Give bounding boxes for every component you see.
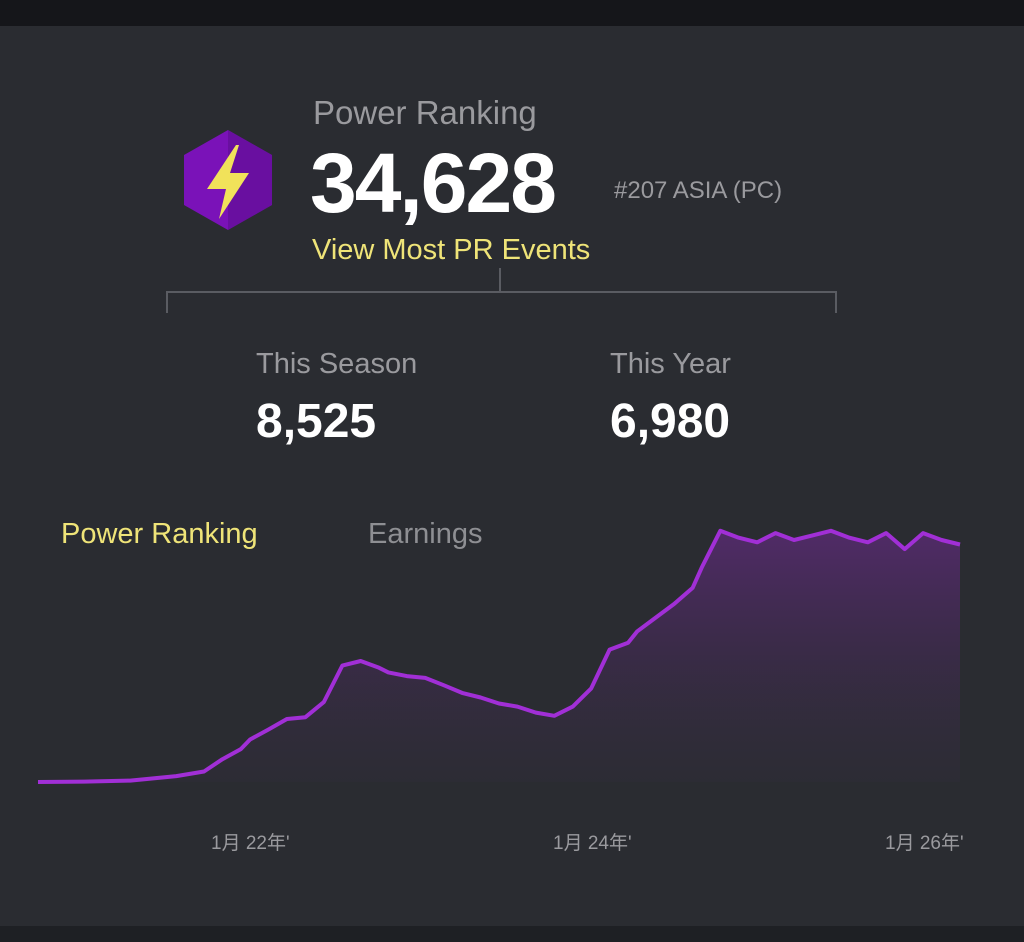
view-most-pr-events-link[interactable]: View Most PR Events	[312, 234, 591, 266]
bottom-bar	[0, 926, 1024, 942]
stats-bracket-divider	[166, 268, 837, 313]
power-ranking-title: Power Ranking	[313, 94, 537, 131]
power-ranking-chart	[37, 528, 961, 784]
this-season-value: 8,525	[256, 395, 377, 448]
power-ranking-value: 34,628	[310, 136, 557, 230]
x-tick-label: 1月 24年'	[553, 833, 632, 854]
this-year-value: 6,980	[610, 395, 731, 448]
x-tick-label: 1月 22年'	[211, 833, 290, 854]
chart-series-line	[37, 528, 961, 784]
lightning-hexagon-icon	[184, 130, 272, 230]
this-season-label: This Season	[256, 348, 418, 380]
x-tick-label: 1月 26年'	[885, 833, 964, 854]
tab-earnings[interactable]: Earnings	[368, 518, 483, 550]
top-status-bar	[0, 0, 1024, 26]
tab-power-ranking[interactable]: Power Ranking	[61, 518, 258, 550]
this-year-label: This Year	[610, 348, 731, 380]
chart-area-fill	[38, 530, 960, 782]
region-rank-badge: #207 ASIA (PC)	[614, 177, 783, 204]
